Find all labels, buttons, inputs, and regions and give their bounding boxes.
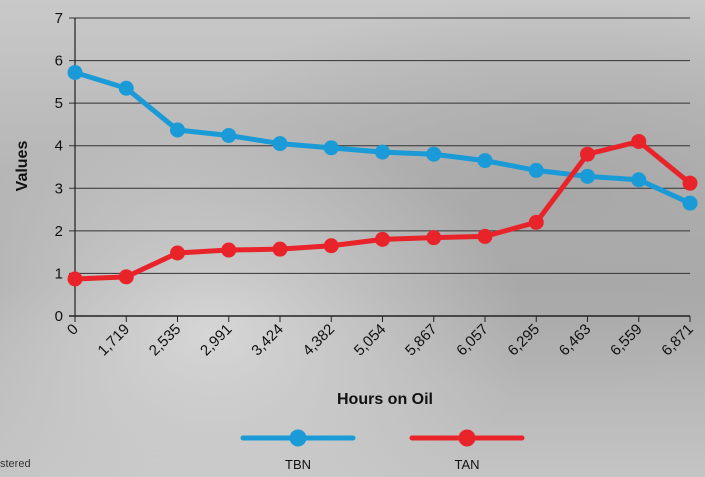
x-axis-ticks: 0 1,719 2,535 2,991 3,424 4,382 5,054 5,867 6,05… bbox=[64, 316, 697, 359]
legend-label-tan: TAN bbox=[454, 457, 479, 472]
legend-marker-tbn bbox=[289, 429, 307, 447]
data-point-tan bbox=[682, 175, 698, 191]
data-point-tan bbox=[272, 241, 288, 257]
data-point-tan bbox=[631, 133, 647, 149]
y-tick-label: 2 bbox=[55, 223, 63, 240]
legend: TBN TAN bbox=[240, 429, 525, 472]
corner-note: stered bbox=[0, 458, 31, 470]
x-tick-label: 5,867 bbox=[402, 321, 441, 360]
y-tick-label: 3 bbox=[55, 180, 63, 197]
data-point-tbn bbox=[528, 162, 544, 178]
y-tick-label: 4 bbox=[55, 138, 63, 155]
legend-label-tbn: TBN bbox=[285, 457, 311, 472]
series-line-tbn bbox=[72, 69, 693, 206]
series-line-tan bbox=[72, 138, 693, 282]
x-tick-label: 6,559 bbox=[607, 321, 646, 360]
data-point-tbn bbox=[375, 144, 390, 160]
x-tick-label: 6,871 bbox=[658, 321, 697, 360]
x-tick-label: 4,382 bbox=[300, 321, 339, 360]
x-tick-label: 6,057 bbox=[453, 321, 492, 360]
x-tick-label: 6,463 bbox=[556, 321, 595, 360]
data-point-tbn bbox=[170, 122, 185, 138]
x-tick-label: 6,295 bbox=[505, 321, 544, 360]
y-tick-label: 7 bbox=[55, 10, 63, 27]
x-tick-label: 5,054 bbox=[351, 321, 390, 360]
y-tick-label: 5 bbox=[55, 95, 63, 112]
data-point-tan bbox=[67, 271, 83, 287]
data-point-tbn bbox=[272, 136, 288, 152]
data-point-tbn bbox=[323, 140, 339, 156]
x-tick-label: 1,719 bbox=[95, 321, 134, 360]
data-point-tan bbox=[323, 238, 339, 254]
data-point-tbn bbox=[221, 127, 237, 143]
data-point-tbn bbox=[682, 195, 698, 211]
data-point-tbn bbox=[580, 168, 595, 184]
x-tick-label: 3,424 bbox=[248, 321, 287, 360]
gridlines bbox=[69, 17, 690, 317]
data-point-tan bbox=[580, 146, 595, 162]
data-point-tbn bbox=[118, 80, 134, 96]
x-tick-label: 2,535 bbox=[146, 321, 185, 360]
legend-marker-tan bbox=[458, 429, 476, 447]
y-tick-label: 6 bbox=[55, 53, 63, 70]
x-tick-label: 2,991 bbox=[197, 321, 236, 360]
y-tick-label: 1 bbox=[55, 265, 63, 282]
data-point-tan bbox=[221, 242, 237, 258]
y-axis-title: Values bbox=[14, 141, 31, 192]
series-group bbox=[67, 64, 698, 287]
data-point-tan bbox=[375, 231, 390, 247]
data-point-tan bbox=[170, 245, 185, 261]
data-point-tbn bbox=[426, 146, 442, 162]
data-point-tan bbox=[528, 214, 544, 230]
y-tick-label: 0 bbox=[55, 308, 63, 325]
x-axis-title: Hours on Oil bbox=[337, 391, 433, 408]
y-axis-ticks: 0 1 2 3 4 5 6 7 bbox=[55, 10, 63, 325]
data-point-tbn bbox=[67, 64, 83, 80]
data-point-tbn bbox=[631, 172, 647, 188]
x-tick-label: 0 bbox=[64, 321, 82, 339]
data-point-tan bbox=[426, 230, 442, 246]
data-point-tan bbox=[118, 269, 134, 285]
data-point-tan bbox=[477, 228, 493, 244]
data-point-tbn bbox=[477, 153, 493, 169]
